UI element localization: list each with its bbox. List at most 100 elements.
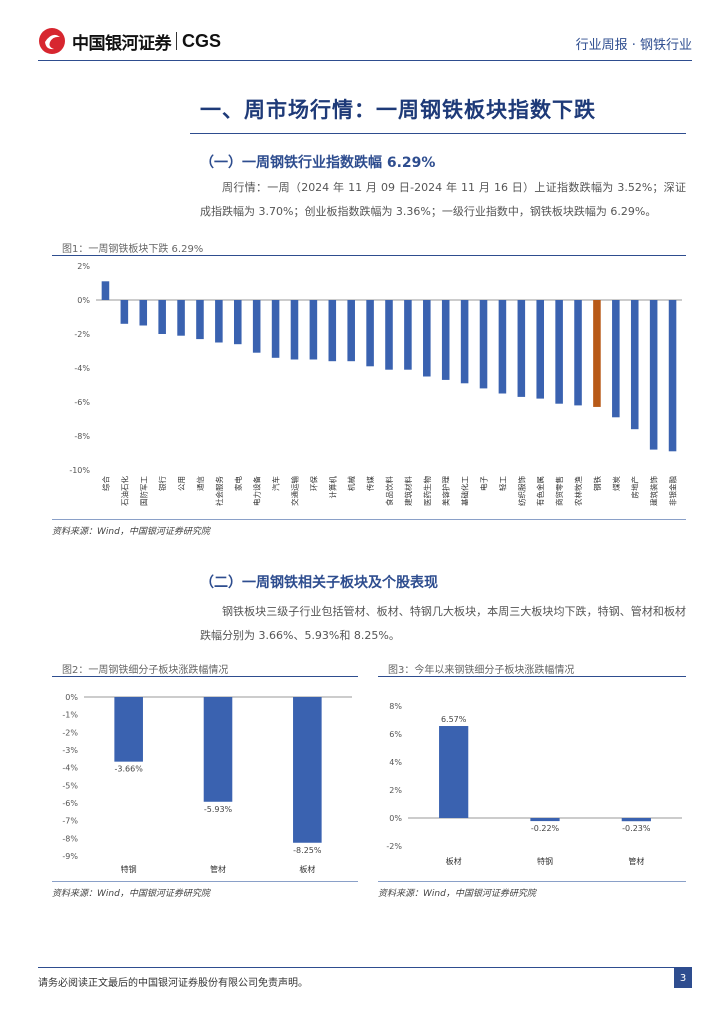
figure-3-top-rule <box>378 676 686 677</box>
subsection-title-1: （一）一周钢铁行业指数跌幅 6.29% <box>200 155 436 171</box>
x-tick-label: 钢铁 <box>592 476 602 491</box>
x-tick-label: 煤炭 <box>611 476 621 491</box>
bar-房地产 <box>630 300 639 430</box>
bar-煤炭 <box>612 300 620 418</box>
bar-轻工 <box>498 300 507 394</box>
y-tick-label: -8% <box>74 432 90 441</box>
x-tick-label: 医药生物 <box>422 476 432 506</box>
brand-separator <box>176 32 177 50</box>
bar-基础化工 <box>460 300 469 384</box>
bar-环保 <box>309 300 318 360</box>
data-label: -5.93% <box>204 805 233 814</box>
y-tick-label: -2% <box>74 330 90 339</box>
bar-医药生物 <box>423 300 431 377</box>
y-tick-label: -4% <box>62 764 78 773</box>
bar-社会服务 <box>215 300 223 343</box>
figure-3-title: 图3：今年以来钢铁细分子板块涨跌幅情况 <box>388 665 575 676</box>
data-label: -3.66% <box>115 765 144 774</box>
header-divider <box>38 60 692 61</box>
subsection-title-2: （二）一周钢铁相关子板块及个股表现 <box>200 575 438 591</box>
y-tick-label: -4% <box>74 364 90 373</box>
disclaimer-note: 请务必阅读正文最后的中国银河证券股份有限公司免责声明。 <box>38 978 308 989</box>
bar-板材 <box>293 697 322 843</box>
y-tick-label: 6% <box>389 730 402 739</box>
y-tick-label: -8% <box>62 834 78 843</box>
figure-3-chart: 8% 6% 4% 2% 0% -2% 6.57% 板材 -0.22% 特钢 -0.23% 管材 <box>386 702 682 866</box>
x-tick-label: 农林牧渔 <box>573 476 583 506</box>
bar-银行 <box>158 300 166 334</box>
bar-公用 <box>177 300 185 336</box>
figure-2-top-rule <box>52 676 358 677</box>
x-tick-label: 计算机 <box>327 476 337 499</box>
x-tick-label: 汽车 <box>271 476 281 491</box>
y-tick-label: -1% <box>62 711 78 720</box>
x-tick-label: 家电 <box>233 476 243 491</box>
figure-3-source: 资料来源：Wind，中国银河证券研究院 <box>378 889 536 899</box>
section-divider <box>190 133 686 134</box>
page-number: 3 <box>674 968 692 988</box>
brand-name-cn: 中国银河证券 <box>72 33 172 54</box>
data-label: -8.25% <box>293 846 322 855</box>
bar-美容护理 <box>441 300 450 380</box>
y-tick-label: -5% <box>62 781 78 790</box>
x-tick-label: 管材 <box>210 864 226 874</box>
x-tick-label: 建筑材料 <box>403 476 413 506</box>
bar-汽车 <box>271 300 280 358</box>
figure-1-chart: 2% 0% -2% -4% -6% -8% -10% 综合 石油石化 国防军工 银行 公用 通信 社会服务… <box>69 262 682 506</box>
figure-1-title: 图1：一周钢铁板块下跌 6.29% <box>62 244 204 255</box>
y-tick-label: -7% <box>62 817 78 826</box>
figure-1-top-rule <box>52 255 686 256</box>
bar-家电 <box>233 300 242 345</box>
y-tick-label: 0% <box>77 296 90 305</box>
x-tick-label: 纺织服饰 <box>516 476 526 506</box>
figure-1-source: 资料来源：Wind，中国银河证券研究院 <box>52 527 210 537</box>
bar-石油石化 <box>120 300 129 324</box>
bar-板材 <box>439 726 469 818</box>
paragraph-2: 钢铁板块三级子行业包括管材、板材、特钢几大板块，本周三大板块均下跌，特钢、管材和… <box>200 605 686 642</box>
x-tick-label: 电子 <box>479 476 489 491</box>
y-tick-label: -6% <box>74 398 90 407</box>
bar-通信 <box>196 300 204 340</box>
y-tick-label: -2% <box>62 728 78 737</box>
bar-电力设备 <box>252 300 261 353</box>
logo-icon <box>39 28 65 54</box>
bar-建筑装饰 <box>649 300 658 450</box>
y-tick-label: -6% <box>62 799 78 808</box>
x-tick-label: 非银金融 <box>668 476 678 506</box>
bar-传媒 <box>366 300 374 367</box>
bar-纺织服饰 <box>517 300 526 397</box>
bar-建筑材料 <box>404 300 412 370</box>
x-tick-label: 基础化工 <box>460 476 470 506</box>
y-tick-label: -2% <box>386 842 402 851</box>
x-tick-label: 板材 <box>446 856 462 866</box>
x-tick-label: 银行 <box>157 476 167 491</box>
figure-3-bottom-rule <box>378 881 686 882</box>
x-tick-label: 食品饮料 <box>384 476 394 506</box>
brand-name-en: CGS <box>182 30 222 51</box>
bar-机械 <box>347 300 355 362</box>
y-tick-label: 8% <box>389 702 402 711</box>
x-tick-label: 公用 <box>177 476 186 491</box>
x-tick-label: 电力设备 <box>252 476 262 506</box>
x-tick-label: 商贸零售 <box>554 476 564 506</box>
figure-2-chart: 0% -1% -2% -3% -4% -5% -6% -7% -8% -9% -3.66% 特钢 -5.… <box>62 693 352 874</box>
x-tick-label: 社会服务 <box>214 476 224 506</box>
bar-特钢 <box>114 697 143 762</box>
section-title: 一、周市场行情：一周钢铁板块指数下跌 <box>200 98 596 122</box>
x-tick-label: 美容护理 <box>441 476 451 506</box>
y-tick-label: 4% <box>389 758 402 767</box>
y-tick-label: 0% <box>389 814 402 823</box>
footer-divider <box>38 967 692 968</box>
bar-钢铁 <box>593 300 601 407</box>
y-tick-label: -9% <box>62 852 78 861</box>
bar-农林牧渔 <box>574 300 582 406</box>
figure-1-bottom-rule <box>52 519 686 520</box>
bar-综合 <box>101 281 110 300</box>
y-tick-label: 2% <box>77 262 90 271</box>
y-tick-label: 2% <box>389 786 402 795</box>
y-tick-label: -10% <box>69 466 90 475</box>
bar-国防军工 <box>139 300 148 326</box>
x-tick-label: 有色金属 <box>535 476 545 506</box>
y-tick-label: 0% <box>65 693 78 702</box>
x-tick-label: 石油石化 <box>119 476 129 506</box>
